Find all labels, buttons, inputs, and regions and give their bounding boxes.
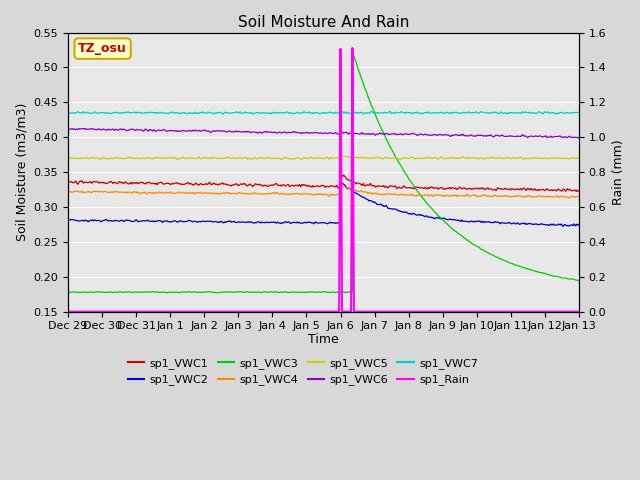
sp1_VWC6	[81, 126, 89, 132]
sp1_VWC3	[575, 277, 583, 283]
sp1_Rain	[575, 309, 583, 314]
sp1_VWC6	[574, 135, 582, 141]
sp1_VWC2	[510, 220, 518, 226]
sp1_VWC3	[282, 289, 290, 295]
sp1_VWC3	[122, 289, 130, 295]
Line: sp1_VWC4: sp1_VWC4	[68, 184, 579, 198]
sp1_VWC2	[575, 221, 583, 227]
sp1_VWC2	[337, 180, 344, 185]
sp1_VWC1	[575, 188, 583, 194]
sp1_VWC5	[565, 156, 573, 161]
sp1_VWC1	[337, 169, 344, 175]
sp1_VWC4	[153, 190, 161, 196]
sp1_Rain	[260, 309, 268, 314]
sp1_VWC1	[565, 187, 573, 193]
sp1_VWC1	[153, 181, 161, 187]
Line: sp1_VWC3: sp1_VWC3	[68, 52, 579, 293]
sp1_VWC2	[260, 219, 268, 225]
sp1_VWC7	[282, 109, 290, 115]
sp1_VWC4	[64, 188, 72, 194]
sp1_VWC1	[510, 187, 518, 192]
sp1_VWC7	[260, 110, 268, 116]
sp1_VWC7	[122, 109, 130, 115]
sp1_VWC1	[64, 180, 72, 185]
sp1_VWC5	[64, 156, 72, 161]
sp1_VWC7	[249, 111, 257, 117]
X-axis label: Time: Time	[308, 333, 339, 346]
sp1_VWC2	[122, 217, 130, 223]
sp1_VWC3	[349, 49, 356, 55]
sp1_VWC7	[337, 108, 345, 114]
sp1_VWC3	[257, 290, 265, 296]
sp1_VWC6	[575, 134, 583, 140]
Line: sp1_VWC1: sp1_VWC1	[68, 172, 579, 192]
Legend: sp1_VWC1, sp1_VWC2, sp1_VWC3, sp1_VWC4, sp1_VWC5, sp1_VWC6, sp1_VWC7, sp1_Rain: sp1_VWC1, sp1_VWC2, sp1_VWC3, sp1_VWC4, …	[123, 354, 483, 390]
sp1_VWC1	[282, 183, 290, 189]
sp1_VWC6	[260, 129, 268, 135]
sp1_VWC6	[565, 133, 573, 139]
sp1_VWC3	[565, 276, 573, 282]
sp1_VWC5	[339, 153, 346, 159]
sp1_VWC1	[260, 183, 268, 189]
Y-axis label: Rain (mm): Rain (mm)	[612, 139, 625, 205]
sp1_VWC3	[260, 289, 268, 295]
sp1_VWC5	[153, 155, 161, 161]
sp1_VWC2	[559, 223, 566, 229]
Title: Soil Moisture And Rain: Soil Moisture And Rain	[238, 15, 409, 30]
sp1_VWC1	[122, 180, 130, 185]
sp1_Rain	[153, 309, 161, 314]
sp1_VWC5	[282, 155, 290, 161]
sp1_VWC2	[153, 218, 161, 224]
sp1_VWC4	[260, 192, 268, 197]
Line: sp1_Rain: sp1_Rain	[68, 48, 579, 312]
sp1_VWC5	[396, 157, 404, 163]
Line: sp1_VWC2: sp1_VWC2	[68, 182, 579, 226]
sp1_VWC6	[64, 126, 72, 132]
sp1_VWC3	[153, 289, 161, 295]
sp1_VWC3	[64, 289, 72, 295]
sp1_VWC1	[572, 189, 580, 194]
sp1_VWC4	[575, 193, 583, 199]
Line: sp1_VWC5: sp1_VWC5	[68, 156, 579, 160]
sp1_VWC4	[282, 192, 290, 197]
sp1_Rain	[565, 309, 573, 314]
sp1_VWC5	[575, 155, 583, 161]
sp1_Rain	[282, 309, 290, 314]
sp1_VWC7	[64, 109, 72, 115]
sp1_VWC7	[565, 110, 573, 116]
sp1_VWC7	[575, 109, 583, 115]
sp1_VWC5	[510, 155, 518, 161]
sp1_VWC4	[565, 195, 573, 201]
sp1_VWC6	[123, 128, 131, 133]
sp1_VWC2	[565, 223, 573, 229]
sp1_VWC3	[510, 262, 518, 267]
sp1_VWC4	[510, 193, 518, 199]
sp1_VWC5	[122, 155, 130, 161]
sp1_Rain	[64, 309, 72, 314]
sp1_VWC4	[337, 181, 344, 187]
sp1_VWC7	[153, 110, 161, 116]
sp1_VWC6	[282, 130, 290, 136]
sp1_VWC7	[510, 110, 518, 116]
sp1_VWC2	[282, 219, 290, 225]
Y-axis label: Soil Moisture (m3/m3): Soil Moisture (m3/m3)	[15, 103, 28, 241]
sp1_VWC6	[510, 133, 518, 139]
sp1_Rain	[349, 45, 356, 51]
sp1_VWC5	[260, 156, 268, 161]
Line: sp1_VWC6: sp1_VWC6	[68, 129, 579, 138]
sp1_VWC2	[64, 217, 72, 223]
Line: sp1_VWC7: sp1_VWC7	[68, 111, 579, 114]
sp1_VWC6	[153, 128, 161, 134]
sp1_VWC4	[565, 195, 573, 201]
sp1_VWC4	[122, 190, 130, 195]
sp1_Rain	[510, 309, 518, 314]
Text: TZ_osu: TZ_osu	[78, 42, 127, 55]
sp1_Rain	[122, 309, 130, 314]
